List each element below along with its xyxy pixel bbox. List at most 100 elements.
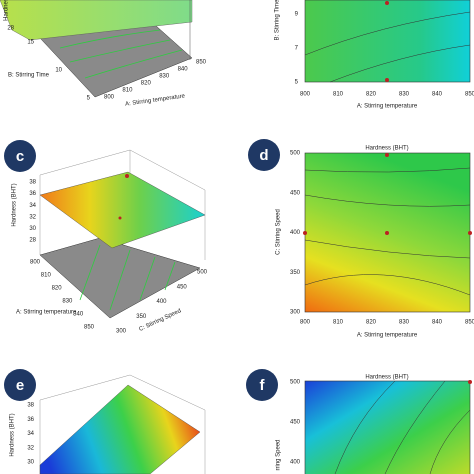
contour (79, 244, 176, 311)
x-tick-label: 850 (465, 320, 474, 326)
panel-badge (4, 140, 36, 172)
y-tick-label: 7 (295, 46, 299, 52)
x-tick-label: 810 (41, 273, 52, 279)
surface (39, 384, 201, 474)
design-point (118, 216, 122, 220)
z-tick-label: 32 (27, 445, 34, 451)
design-point (468, 380, 472, 384)
x-tick-label: 830 (62, 299, 73, 305)
x-tick-label: 840 (432, 320, 443, 326)
y-tick-label: 300 (290, 310, 301, 316)
z-tick-label: 30 (29, 226, 36, 232)
z-tick-label: 34 (27, 431, 34, 437)
surface (0, 0, 193, 41)
panel-badge (246, 369, 278, 401)
x-tick-label: 820 (52, 286, 63, 292)
panel-e (39, 374, 206, 474)
z-axis-label: Hardness (BHT) (10, 413, 16, 456)
y-tick-label: 450 (290, 420, 301, 426)
panel-c (39, 149, 206, 319)
z-tick-label: 34 (29, 203, 36, 209)
y-axis-label: rring Speed (276, 439, 282, 470)
panel-b (304, 0, 471, 83)
design-point (385, 153, 389, 157)
z-tick-label: 28 (29, 238, 36, 244)
x-axis-label: A: Stirring temperature (357, 333, 418, 339)
y-tick-label: 400 (290, 460, 301, 466)
y-tick-label: 300 (116, 329, 127, 335)
z-tick-label: 36 (27, 417, 34, 423)
x-tick-label: 800 (300, 320, 311, 326)
y-tick-label: 350 (136, 314, 147, 320)
y-axis-label: C: Stirring Speed (276, 209, 282, 255)
panel-d (303, 152, 472, 313)
y-tick-label: 500 (290, 380, 301, 386)
z-tick-label: 38 (29, 180, 36, 186)
z-axis-label: Hardness (BHT) (12, 183, 18, 226)
plot-title: Hardness (BHT) (365, 375, 408, 381)
design-point (385, 78, 389, 82)
x-tick-label: 850 (465, 92, 474, 98)
y-tick-label: 5 (295, 80, 299, 86)
y-tick-label: 350 (290, 270, 301, 276)
plot-title: Hardness (BHT) (365, 146, 408, 152)
x-tick-label: 820 (366, 92, 377, 98)
x-tick-label: 800 (104, 95, 115, 101)
badge-label: c (16, 148, 24, 165)
panel-a (0, 0, 193, 98)
floor (39, 237, 201, 319)
panel-f (304, 380, 472, 474)
y-tick-label: 500 (197, 270, 208, 276)
y-tick-label: 450 (290, 190, 301, 196)
z-axis-label: Hardness (4, 0, 10, 21)
z-tick-label: 32 (29, 214, 36, 220)
x-tick-label: 810 (333, 320, 344, 326)
y-tick-label: 5 (87, 96, 91, 102)
surface (39, 171, 206, 249)
y-tick-label: 400 (290, 230, 301, 236)
contour (334, 380, 471, 474)
y-axis-label: B: Stirring Time (275, 0, 281, 41)
x-tick-label: 810 (122, 88, 133, 94)
x-axis-label: A: Stirring temperature (16, 310, 77, 316)
y-tick-label: 400 (157, 299, 168, 305)
x-tick-label: 830 (399, 92, 410, 98)
x-tick-label: 830 (159, 74, 170, 80)
contour-plot (304, 0, 471, 83)
x-tick-label: 850 (196, 60, 207, 66)
z-tick-label: 36 (29, 191, 36, 197)
y-axis-label: B: Stirring Time (8, 73, 50, 79)
x-tick-label: 840 (432, 92, 443, 98)
badge-label: f (260, 377, 266, 394)
y-tick-label: 450 (177, 284, 188, 290)
y-axis-label: C: Stirring Speed (138, 308, 182, 333)
design-point (385, 231, 389, 235)
contour (304, 167, 471, 296)
design-point (385, 1, 389, 5)
z-tick-label: 30 (27, 460, 34, 466)
design-point (125, 174, 129, 178)
x-tick-label: 820 (366, 320, 377, 326)
panel-badge (248, 139, 280, 171)
y-tick-label: 10 (55, 68, 62, 74)
x-tick-label: 800 (30, 260, 41, 266)
z-tick-label: 28 (7, 26, 14, 32)
contour (59, 29, 183, 79)
y-tick-label: 9 (295, 12, 299, 18)
x-tick-label: 840 (178, 67, 189, 73)
x-tick-label: 840 (73, 312, 84, 318)
design-point (468, 231, 472, 235)
y-tick-label: 15 (27, 40, 34, 46)
x-tick-label: 830 (399, 320, 410, 326)
box (39, 374, 206, 474)
x-axis-label: A: Stirring temperature (357, 104, 418, 110)
badge-label: d (259, 147, 268, 164)
z-tick-label: 38 (27, 403, 34, 409)
x-axis-label: A: Stirring temperature (125, 93, 186, 107)
contour-plot (304, 380, 471, 474)
panel-badge (4, 369, 36, 401)
design-point (303, 231, 307, 235)
x-tick-label: 800 (300, 92, 311, 98)
y-tick-label: 500 (290, 151, 301, 157)
